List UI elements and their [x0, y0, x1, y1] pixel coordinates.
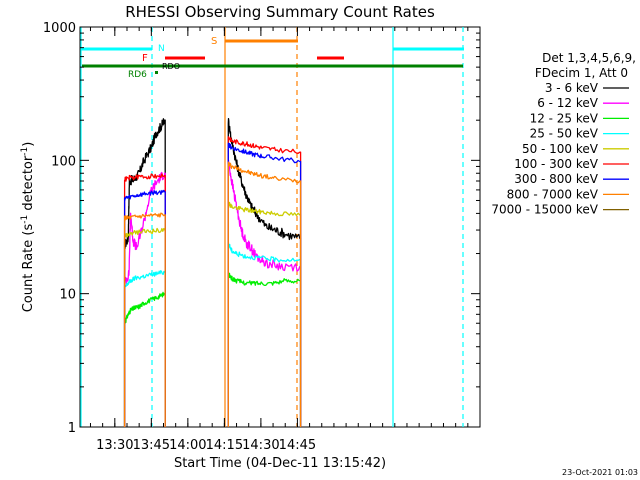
y-axis-ticks: 1 10 100 1000: [43, 21, 480, 436]
series-line: [227, 272, 302, 427]
flag-labels: NF S RDO RD6: [128, 36, 217, 80]
y-tick-label: 1000: [43, 21, 76, 36]
flag-label: RDO: [162, 62, 180, 71]
series-line: [227, 142, 302, 427]
legend-entry-label: 3 - 6 keV: [545, 81, 599, 95]
render-timestamp: 23-Oct-2021 01:03: [562, 468, 638, 477]
series-line: [227, 240, 302, 427]
series-line: [123, 270, 166, 427]
series-line: [123, 189, 166, 427]
legend-entry-label: 800 - 7000 keV: [507, 187, 599, 201]
plot-frame: [79, 26, 481, 428]
series-line: [123, 118, 166, 427]
series-line: [227, 159, 302, 427]
legend-entry-label: 100 - 300 keV: [514, 157, 598, 171]
x-tick-label: 13:30: [96, 438, 133, 453]
series-group: [123, 117, 302, 427]
flag-label: F: [142, 53, 148, 64]
legend-entry-label: 300 - 800 keV: [514, 172, 598, 186]
y-tick-label: 100: [51, 154, 76, 169]
legend-entry-label: 7000 - 15000 keV: [491, 203, 598, 217]
legend-entry-label: 50 - 100 keV: [522, 142, 599, 156]
legend-header-1: Det 1,3,4,5,6,9,: [542, 51, 636, 65]
x-tick-label: 14:45: [279, 438, 316, 453]
x-tick-label: 13:45: [133, 438, 170, 453]
y-axis-label: Count Rate (s-1 detector-1): [20, 142, 36, 313]
x-axis-ticks: 13:30 13:45 14:00 14:15 14:30 14:45: [89, 27, 469, 453]
flag-markers: [80, 27, 464, 427]
x-tick-label: 14:00: [169, 438, 206, 453]
chart-title: RHESSI Observing Summary Count Rates: [125, 3, 435, 21]
legend-header-2: FDecim 1, Att 0: [535, 66, 628, 80]
y-axis-label-sup1: -1: [20, 215, 30, 224]
series-line: [227, 201, 302, 427]
y-axis-label-end: ): [21, 142, 36, 147]
flag-label: N: [158, 44, 165, 54]
rd6-dot: [155, 71, 158, 74]
y-tick-label: 1: [68, 421, 76, 436]
y-axis-label-mid: detector: [21, 155, 36, 215]
y-axis-label-sup2: -1: [20, 147, 30, 156]
y-axis-label-main: Count Rate (s: [21, 224, 36, 313]
x-tick-label: 14:15: [206, 438, 243, 453]
series-line: [123, 212, 166, 427]
series-line: [227, 136, 302, 427]
series-line: [123, 171, 166, 427]
series-line: [123, 291, 166, 427]
y-tick-label: 10: [59, 288, 76, 303]
flag-label: S: [211, 36, 217, 47]
series-line: [227, 117, 302, 427]
legend-entry-label: 12 - 25 keV: [530, 111, 599, 125]
series-line: [123, 227, 166, 427]
flag-label: RD6: [128, 70, 147, 80]
legend-entry-label: 6 - 12 keV: [537, 96, 599, 110]
series-line: [227, 161, 302, 427]
legend-entry-label: 25 - 50 keV: [530, 127, 599, 141]
x-tick-label: 14:30: [242, 438, 279, 453]
legend: Det 1,3,4,5,6,9, FDecim 1, Att 0 3 - 6 k…: [491, 51, 636, 217]
x-axis-label: Start Time (04-Dec-11 13:15:42): [174, 456, 386, 471]
series-line: [123, 173, 166, 427]
